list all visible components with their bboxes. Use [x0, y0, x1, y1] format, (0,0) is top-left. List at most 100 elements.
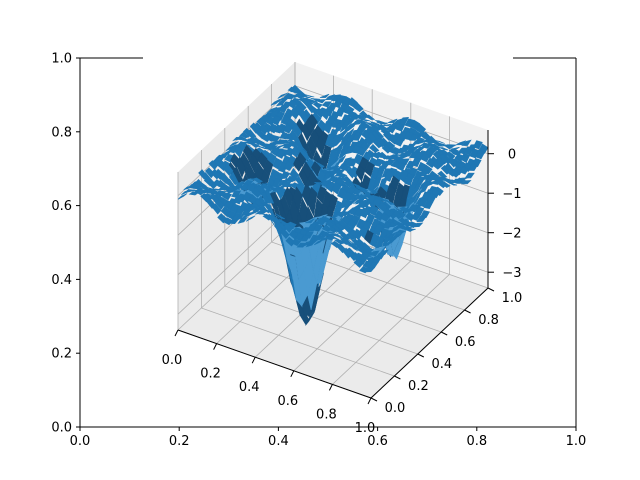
surface-facet	[272, 157, 283, 170]
x-tick-label: 0.4	[239, 380, 260, 395]
surface-facet	[368, 204, 379, 216]
surface-facet	[394, 136, 405, 147]
surface-facet	[209, 193, 220, 203]
x-tick-label: 1.0	[355, 421, 376, 436]
y-tick-mark	[487, 287, 495, 292]
surface-facet	[404, 146, 415, 154]
surface-facet	[235, 156, 246, 178]
surface-facet	[364, 267, 376, 273]
floor-grid-y	[224, 285, 418, 355]
surface-facet	[377, 201, 388, 212]
surface-facet	[333, 98, 344, 109]
surface-facet	[261, 183, 272, 193]
surface-facet	[460, 152, 471, 164]
surface-facet	[353, 258, 364, 268]
surface-facet	[468, 163, 479, 171]
surface-facet	[406, 183, 417, 200]
surface-facet	[252, 177, 263, 184]
surface-facet	[395, 229, 407, 234]
surface-facet	[301, 240, 313, 248]
surface-facet	[410, 212, 421, 221]
surface-facet	[360, 114, 372, 119]
surface-facet	[372, 138, 383, 149]
surface-facet	[461, 139, 472, 146]
floor-grid-y	[248, 263, 442, 333]
x-axis-line	[177, 329, 372, 399]
surface-facet	[333, 239, 345, 245]
surface-facet	[291, 238, 302, 247]
surface-facet	[203, 177, 214, 187]
surface-facet	[347, 199, 357, 208]
surface-facet	[346, 111, 357, 118]
surface-facet	[472, 140, 483, 150]
surface-facet	[276, 139, 288, 145]
surface-facet	[382, 241, 392, 247]
surface-facet	[306, 135, 317, 159]
surface-facet	[431, 159, 442, 170]
surface-facet	[289, 254, 299, 284]
surface-facet	[353, 102, 364, 113]
surface-facet	[280, 170, 291, 180]
surface-facet	[364, 161, 375, 178]
surface-facet	[211, 203, 222, 215]
surface-facet	[380, 211, 391, 222]
surface-facet	[360, 118, 370, 122]
surface-facet	[324, 235, 336, 241]
surface-facet	[198, 169, 209, 180]
surface-facet	[251, 208, 262, 213]
surface-facet	[409, 133, 420, 141]
surface-facet	[283, 222, 294, 233]
x-tick-mark	[367, 397, 372, 405]
surface-facet	[251, 186, 262, 198]
surface-facet	[273, 124, 284, 134]
surface-facet	[218, 185, 229, 191]
surface-facet	[264, 144, 275, 152]
surface-facet	[221, 193, 232, 201]
surface-facet	[342, 123, 352, 138]
surface-facet	[327, 170, 339, 179]
surface-facet	[242, 127, 253, 137]
surface-facet	[278, 104, 289, 113]
surface-facet	[320, 233, 331, 238]
outer-y-tick-label: 0.6	[51, 199, 72, 214]
surface-facet	[356, 146, 367, 157]
surface-facet	[354, 197, 366, 205]
surface-facet	[317, 232, 327, 237]
surface-facet	[344, 158, 355, 167]
y-tick-label: 0.4	[431, 357, 452, 372]
surface-facet	[249, 210, 259, 216]
surface-facet	[357, 200, 368, 209]
floor-pane	[178, 220, 488, 398]
surface-facet	[206, 188, 218, 194]
surface-facet	[325, 133, 335, 148]
x-tick-mark	[251, 356, 256, 364]
surface-facet	[181, 190, 191, 195]
surface-facet	[320, 248, 330, 285]
surface-facet	[328, 233, 339, 237]
surface-facet	[270, 135, 281, 143]
surface-facet	[351, 188, 362, 195]
surface-facet	[419, 168, 430, 177]
surface-facet	[386, 124, 397, 134]
surface-facet	[330, 157, 341, 168]
x-tick-label: 0.6	[277, 394, 298, 409]
surface-facet	[429, 175, 439, 179]
surface-facet	[177, 193, 188, 200]
surface-facet	[395, 123, 406, 132]
3d-x-ticks: 0.0 0.2 0.4 0.6 0.8 1.0	[162, 329, 376, 436]
y-tick-label: 0.6	[455, 335, 476, 350]
surface-facet	[352, 131, 363, 141]
surface-facet	[215, 190, 227, 196]
surface-facet	[310, 98, 320, 101]
surface-facet	[301, 122, 311, 142]
surface-facet	[312, 102, 323, 109]
x-tick-label: 0.8	[316, 407, 337, 422]
surface-facet	[256, 145, 267, 149]
surface-facet	[311, 235, 322, 242]
surface-facet	[333, 173, 344, 178]
floor-grid-x	[332, 274, 450, 385]
surface-facet	[335, 106, 346, 117]
surface-facet	[304, 94, 315, 98]
surface-facet	[298, 109, 309, 124]
surface-facet	[374, 120, 386, 125]
